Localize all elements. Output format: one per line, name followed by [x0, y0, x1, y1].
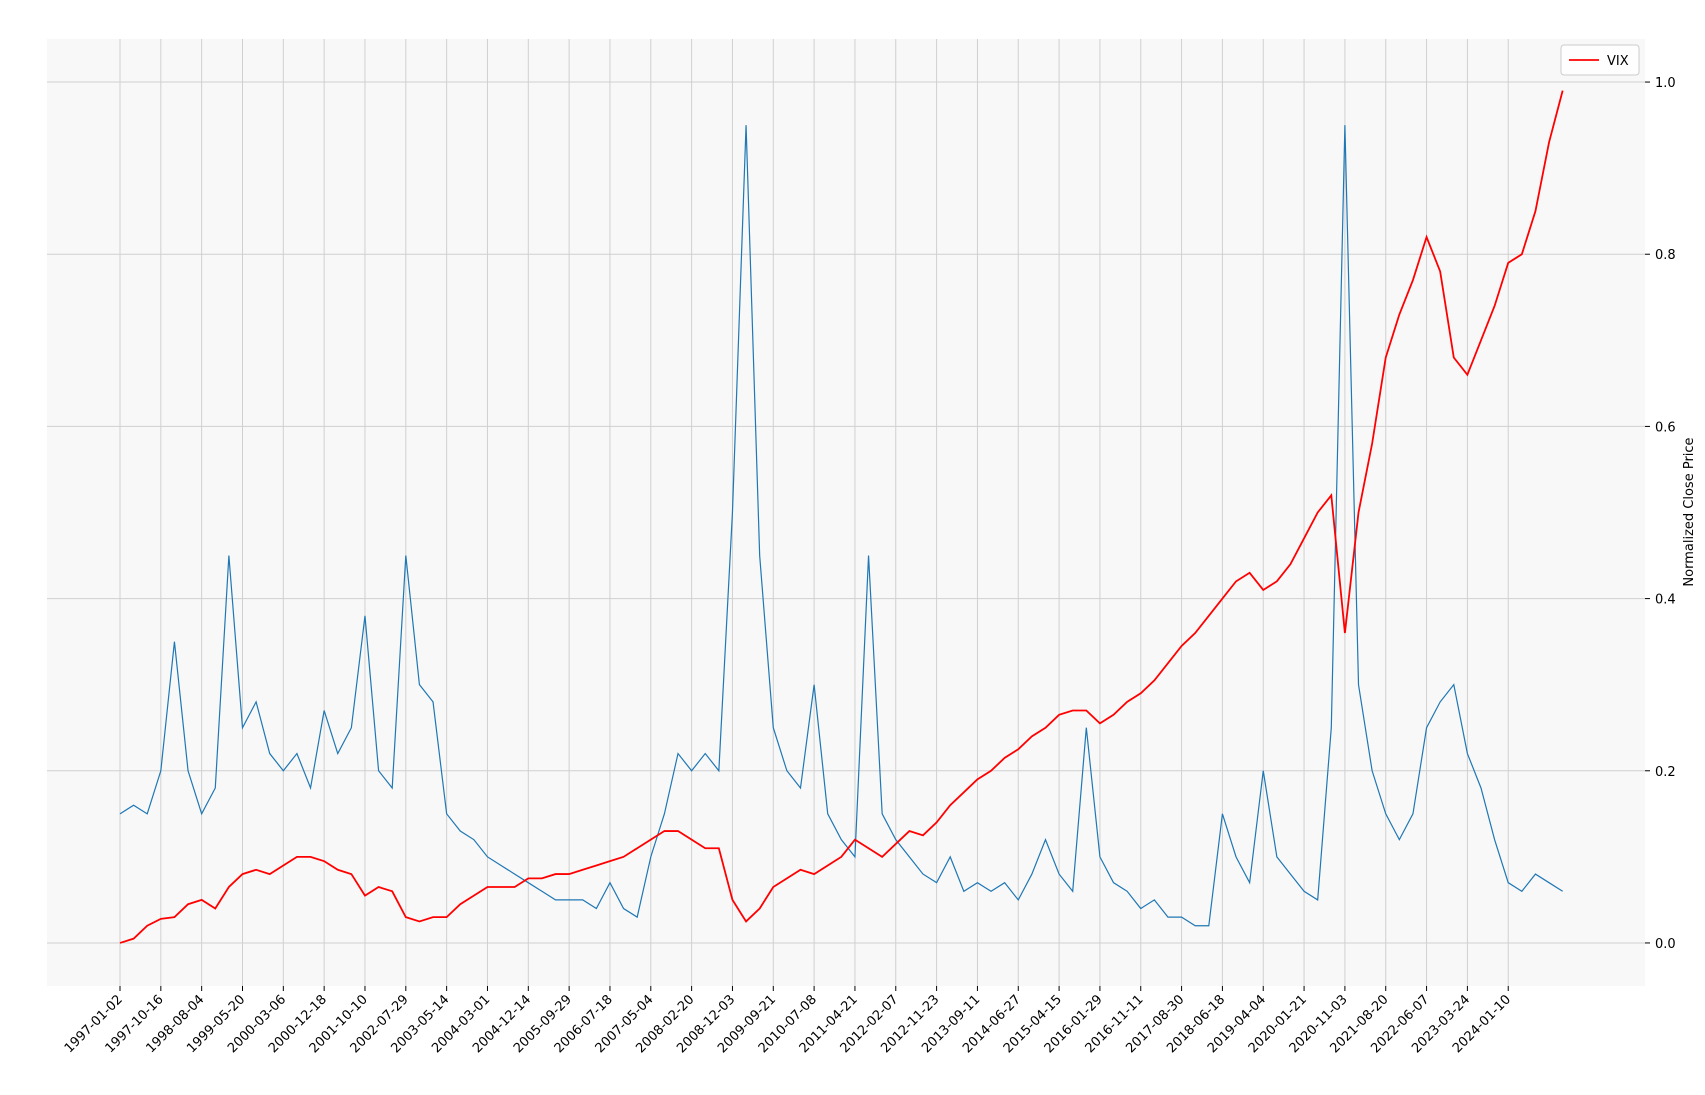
y-tick-label: 0.4 — [1655, 593, 1676, 608]
y-axis-label: Normalized Close Price — [1682, 437, 1697, 586]
legend-box — [1560, 44, 1640, 76]
y-tick-label: 0.8 — [1655, 248, 1676, 263]
y-tick-label: 0.2 — [1655, 765, 1676, 780]
y-tick-label: 1.0 — [1655, 76, 1676, 91]
legend: VIX — [1560, 44, 1640, 76]
y-tick-label: 0.0 — [1655, 937, 1676, 952]
line-series — [119, 90, 1564, 944]
plot-area — [47, 39, 1645, 986]
y-tick-label: 0.6 — [1655, 420, 1676, 435]
line-series — [119, 125, 1563, 927]
legend-label: VIX — [1607, 54, 1629, 69]
